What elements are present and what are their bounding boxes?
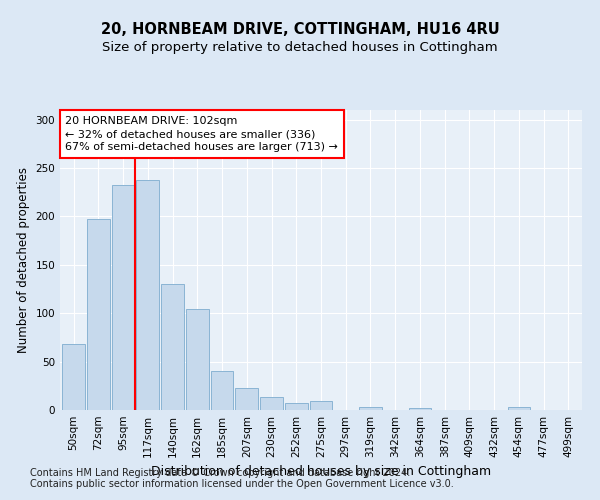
Text: Contains public sector information licensed under the Open Government Licence v3: Contains public sector information licen… — [30, 479, 454, 489]
Bar — [112, 186, 134, 410]
Y-axis label: Number of detached properties: Number of detached properties — [17, 167, 30, 353]
X-axis label: Distribution of detached houses by size in Cottingham: Distribution of detached houses by size … — [151, 466, 491, 478]
Bar — [186, 310, 209, 410]
Bar — [359, 407, 382, 410]
Bar — [409, 408, 431, 410]
Bar — [161, 284, 184, 410]
Bar — [508, 407, 530, 410]
Bar — [62, 344, 85, 410]
Bar — [87, 220, 110, 410]
Text: 20 HORNBEAM DRIVE: 102sqm
← 32% of detached houses are smaller (336)
67% of semi: 20 HORNBEAM DRIVE: 102sqm ← 32% of detac… — [65, 116, 338, 152]
Bar — [136, 180, 159, 410]
Bar — [310, 402, 332, 410]
Text: Contains HM Land Registry data © Crown copyright and database right 2024.: Contains HM Land Registry data © Crown c… — [30, 468, 410, 477]
Bar — [235, 388, 258, 410]
Bar — [285, 403, 308, 410]
Text: Size of property relative to detached houses in Cottingham: Size of property relative to detached ho… — [102, 41, 498, 54]
Bar — [211, 372, 233, 410]
Text: 20, HORNBEAM DRIVE, COTTINGHAM, HU16 4RU: 20, HORNBEAM DRIVE, COTTINGHAM, HU16 4RU — [101, 22, 499, 38]
Bar — [260, 398, 283, 410]
